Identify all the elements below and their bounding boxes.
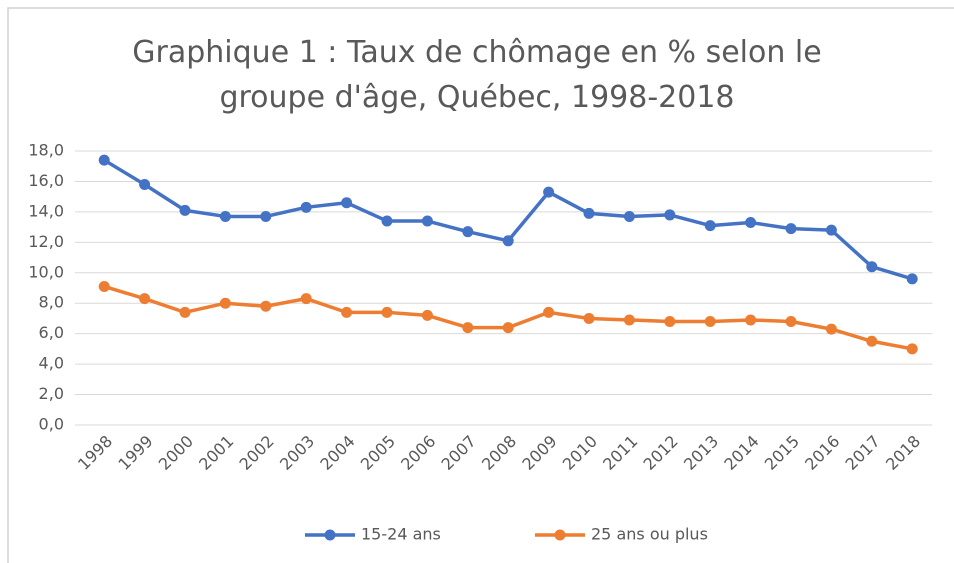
data-point [502, 322, 514, 334]
chart-title: Graphique 1 : Taux de chômage en % selon… [132, 35, 822, 115]
data-point [421, 215, 433, 227]
chart-frame [7, 7, 954, 563]
data-point [462, 322, 474, 334]
data-point [623, 314, 635, 326]
x-tick-label: 2015 [761, 432, 803, 474]
data-point [341, 197, 353, 209]
data-point [179, 306, 191, 318]
x-tick-label: 2006 [397, 432, 439, 474]
y-tick-label: 18,0 [28, 141, 64, 160]
data-point [219, 297, 231, 309]
x-tick-label: 2004 [316, 432, 358, 474]
x-tick-label: 2007 [438, 432, 480, 474]
y-tick-label: 16,0 [28, 171, 64, 190]
legend-label: 15-24 ans [361, 525, 441, 544]
data-point [745, 217, 757, 229]
x-tick-label: 1999 [114, 432, 156, 474]
legend-label: 25 ans ou plus [591, 525, 708, 544]
data-point [785, 223, 797, 235]
data-point [219, 210, 231, 222]
x-tick-label: 2013 [680, 432, 722, 474]
data-point [139, 178, 151, 190]
data-point [381, 215, 393, 227]
data-point [98, 154, 110, 166]
data-point [179, 204, 191, 216]
x-tick-label: 2014 [720, 432, 762, 474]
data-point [502, 235, 514, 247]
data-point [704, 315, 716, 327]
data-point [260, 210, 272, 222]
y-tick-label: 12,0 [28, 232, 64, 251]
legend-marker [554, 529, 566, 541]
data-point [664, 209, 676, 221]
data-point [583, 207, 595, 219]
data-point [745, 314, 757, 326]
x-tick-label: 2018 [882, 432, 924, 474]
y-tick-label: 14,0 [28, 201, 64, 220]
x-tick-label: 2010 [559, 432, 601, 474]
y-tick-label: 4,0 [39, 354, 64, 373]
data-point [906, 273, 918, 285]
data-point [664, 315, 676, 327]
x-tick-label: 2001 [195, 432, 237, 474]
data-point [704, 220, 716, 232]
data-point [906, 343, 918, 355]
data-point [300, 293, 312, 305]
x-tick-label: 2002 [236, 432, 278, 474]
x-tick-label: 2000 [155, 432, 197, 474]
x-tick-label: 2009 [518, 432, 560, 474]
data-point [543, 186, 555, 198]
y-tick-label: 2,0 [39, 384, 64, 403]
x-tick-label: 2016 [801, 432, 843, 474]
x-tick-label: 2017 [842, 432, 884, 474]
x-tick-label: 2008 [478, 432, 520, 474]
y-tick-label: 0,0 [39, 415, 64, 434]
data-point [623, 210, 635, 222]
data-point [139, 293, 151, 305]
x-tick-label: 2012 [640, 432, 682, 474]
data-point [462, 226, 474, 238]
data-point [341, 306, 353, 318]
x-tick-label: 2005 [357, 432, 399, 474]
data-point [583, 312, 595, 324]
data-point [785, 315, 797, 327]
x-tick-label: 2011 [599, 432, 641, 474]
y-tick-label: 8,0 [39, 293, 64, 312]
x-tick-label: 1998 [74, 432, 116, 474]
data-point [866, 335, 878, 347]
data-point [260, 300, 272, 312]
data-point [98, 280, 110, 292]
data-point [421, 309, 433, 321]
data-point [825, 323, 837, 335]
data-point [825, 224, 837, 236]
data-point [866, 261, 878, 273]
x-tick-label: 2003 [276, 432, 318, 474]
data-point [300, 201, 312, 213]
data-point [543, 306, 555, 318]
data-point [381, 306, 393, 318]
y-tick-label: 10,0 [28, 262, 64, 281]
legend-marker [324, 529, 336, 541]
y-tick-label: 6,0 [39, 323, 64, 342]
